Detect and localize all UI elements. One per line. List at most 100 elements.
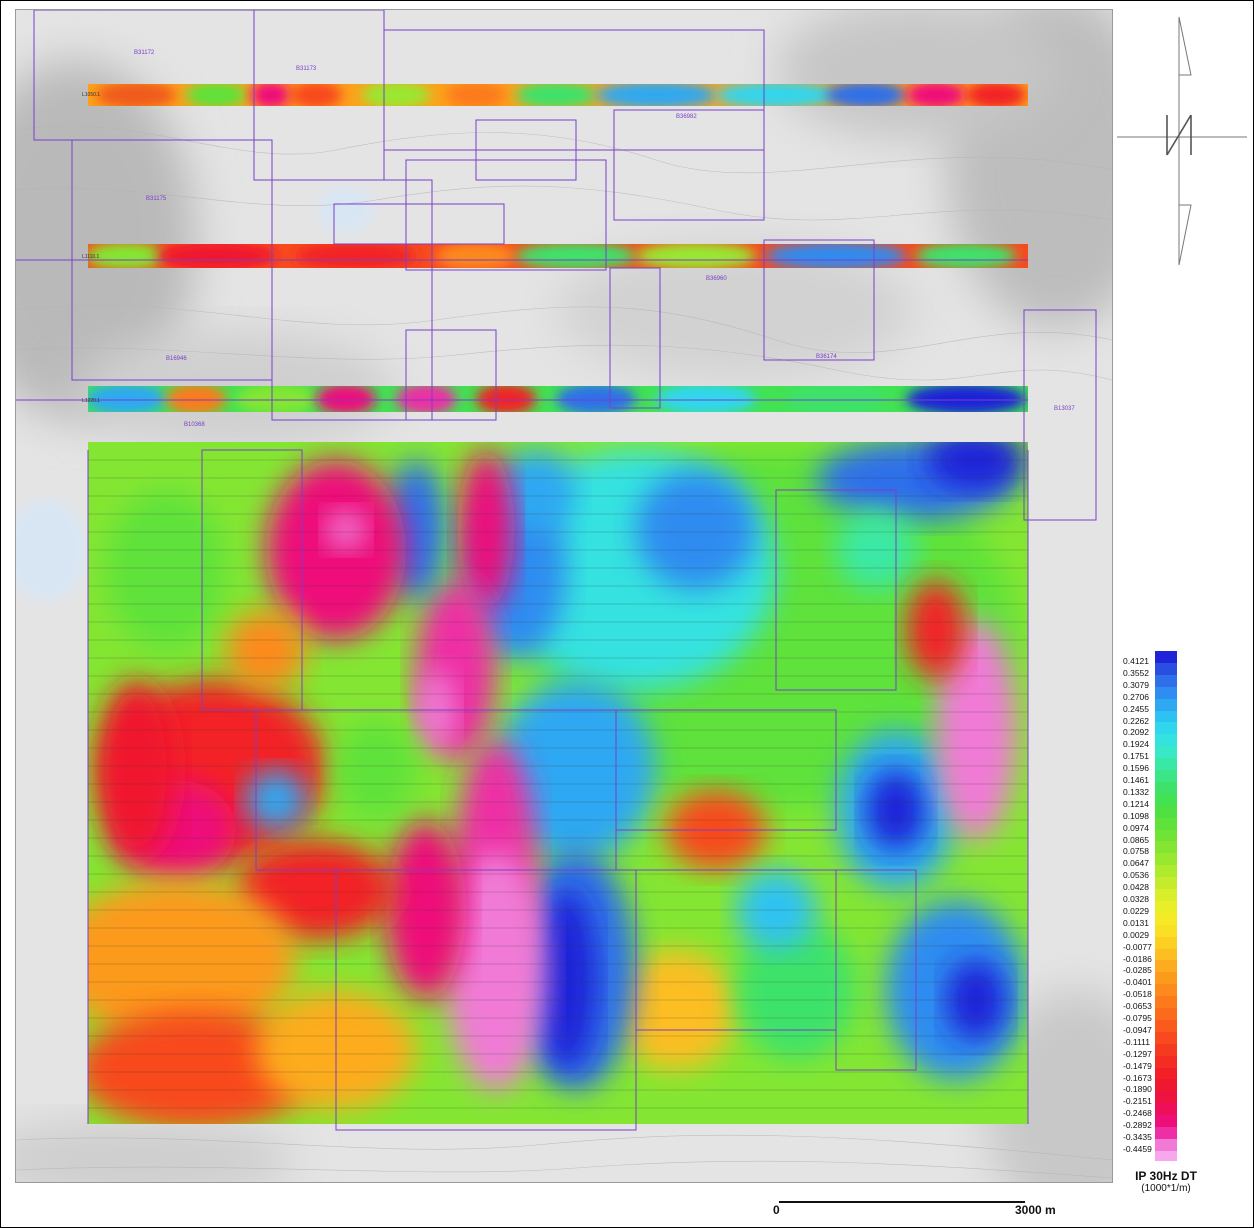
legend-value-label: -0.0947 — [1123, 1024, 1152, 1035]
legend-swatch — [1155, 960, 1177, 973]
legend-swatch — [1155, 1043, 1177, 1057]
legend-swatch — [1155, 710, 1177, 723]
claim-boundaries — [16, 10, 1097, 1131]
color-scale-legend: 0.4121 0.3552 0.3079 0.2706 0.2455 0.2262 0.20… — [1121, 649, 1251, 1194]
legend-swatch — [1155, 936, 1177, 949]
legend-swatch — [1155, 698, 1177, 711]
legend-value-label: 0.3079 — [1123, 679, 1149, 690]
legend-value-label: 0.0758 — [1123, 846, 1149, 857]
legend-value-label: 0.0029 — [1123, 929, 1149, 940]
legend-swatch — [1155, 758, 1177, 771]
scale-bar-line — [779, 1201, 1025, 1203]
legend-value-label: 0.0131 — [1123, 917, 1149, 928]
legend-value-label: -0.1111 — [1123, 1036, 1150, 1047]
line-labels: L1050.1 L1110.1 L1220.1 — [82, 92, 100, 404]
legend-swatch — [1155, 651, 1177, 664]
legend-value-label: 0.1461 — [1123, 775, 1149, 785]
claim-label: B31173 — [296, 66, 317, 72]
legend-swatch — [1155, 781, 1177, 795]
legend-value-label: 0.0428 — [1123, 882, 1149, 893]
legend-value-label: -0.0518 — [1123, 989, 1152, 1000]
claim-labels: B31172 B31173 B31175 B36982 B16946 B3617… — [134, 50, 1075, 428]
survey-lines-overlay — [88, 459, 1028, 1109]
legend-value-label: 0.1214 — [1123, 798, 1149, 809]
legend-value-label: 0.4121 — [1123, 656, 1149, 666]
legend-value-label: 0.1098 — [1123, 810, 1149, 821]
legend-swatch — [1155, 1150, 1177, 1161]
legend-swatch — [1155, 865, 1177, 878]
legend-value-label: 0.0229 — [1123, 905, 1149, 916]
legend-title: IP 30Hz DT — [1135, 1169, 1197, 1183]
legend-swatch — [1155, 746, 1177, 759]
claim-label: B16946 — [166, 356, 187, 362]
legend-swatch — [1155, 877, 1177, 890]
legend-value-label: 0.0536 — [1123, 870, 1149, 881]
legend-value-label: -0.0285 — [1123, 965, 1152, 976]
legend-swatch — [1155, 1079, 1177, 1092]
claim-label: B36960 — [706, 276, 727, 282]
survey-line-3-data — [88, 386, 1028, 412]
north-arrow-icon — [1117, 16, 1247, 266]
scale-bar: 0 3000 m — [771, 1193, 1071, 1223]
legend-swatch — [1155, 900, 1177, 914]
legend-swatch — [1155, 1138, 1177, 1152]
legend-value-label: -0.2892 — [1123, 1120, 1152, 1131]
legend-swatch — [1155, 841, 1177, 854]
legend-value-label: -0.0401 — [1123, 977, 1152, 988]
legend-swatch — [1155, 1091, 1177, 1104]
legend-swatch — [1155, 1008, 1177, 1021]
legend-swatch — [1155, 829, 1177, 842]
legend-value-label: 0.1924 — [1123, 739, 1149, 750]
legend-swatch — [1155, 1055, 1177, 1068]
legend-swatch — [1155, 734, 1177, 747]
survey-line-label: L1220.1 — [82, 398, 100, 404]
legend-swatch — [1155, 793, 1177, 807]
legend-value-label: 0.2092 — [1123, 727, 1149, 738]
legend-value-label: -0.3435 — [1123, 1132, 1152, 1142]
legend-value-label: -0.4459 — [1123, 1143, 1152, 1154]
claim-label: B10368 — [184, 422, 205, 428]
claim-label: B31175 — [146, 196, 167, 202]
legend-swatch — [1155, 674, 1177, 688]
legend-value-label: -0.1297 — [1123, 1048, 1152, 1059]
map-canvas[interactable]: B31172 B31173 B31175 B36982 B16946 B3617… — [15, 9, 1113, 1183]
legend-swatch — [1155, 662, 1177, 676]
claim-label: B13037 — [1054, 406, 1075, 412]
legend-value-label: -0.1890 — [1123, 1084, 1152, 1095]
legend-value-label: -0.1673 — [1123, 1072, 1152, 1083]
legend-value-label: -0.2151 — [1123, 1096, 1152, 1107]
legend-value-label: -0.0653 — [1123, 1001, 1152, 1012]
legend-swatch — [1155, 853, 1177, 866]
claim-label: B36174 — [816, 354, 837, 360]
legend-swatch — [1155, 686, 1177, 700]
legend-value-label: -0.0077 — [1123, 941, 1152, 952]
scale-end-label: 3000 m — [1015, 1203, 1056, 1217]
survey-line-2-data — [88, 244, 1028, 268]
legend-swatch — [1155, 817, 1177, 830]
legend-swatch — [1155, 805, 1177, 819]
legend-swatch — [1155, 924, 1177, 938]
legend-value-label: 0.2706 — [1123, 691, 1149, 702]
legend-swatch — [1155, 996, 1177, 1009]
ip-chargeability-map: B31172 B31173 B31175 B36982 B16946 B3617… — [16, 10, 1112, 1182]
legend-value-label: 0.0647 — [1123, 858, 1149, 869]
legend-swatch — [1155, 889, 1177, 902]
claim-label: B31172 — [134, 50, 155, 56]
legend-swatch — [1155, 912, 1177, 926]
survey-line-label: L1110.1 — [82, 254, 100, 260]
legend-swatch — [1155, 972, 1177, 985]
legend-value-label: 0.1751 — [1123, 751, 1149, 762]
legend-value-label: 0.0865 — [1123, 834, 1149, 845]
survey-line-1-data — [88, 84, 1028, 106]
legend-value-label: 0.0328 — [1123, 894, 1149, 904]
legend-value-label: -0.1479 — [1123, 1060, 1152, 1071]
legend-value-label: 0.0974 — [1123, 822, 1149, 833]
legend-value-label: -0.0186 — [1123, 953, 1152, 964]
claim-label: B36982 — [676, 114, 697, 120]
legend-value-label: 0.2455 — [1123, 703, 1149, 714]
legend-value-label: 0.2262 — [1123, 715, 1149, 726]
legend-value-label: 0.1332 — [1123, 786, 1149, 797]
legend-swatch — [1155, 1019, 1177, 1033]
legend-value-label: -0.0795 — [1123, 1013, 1152, 1023]
